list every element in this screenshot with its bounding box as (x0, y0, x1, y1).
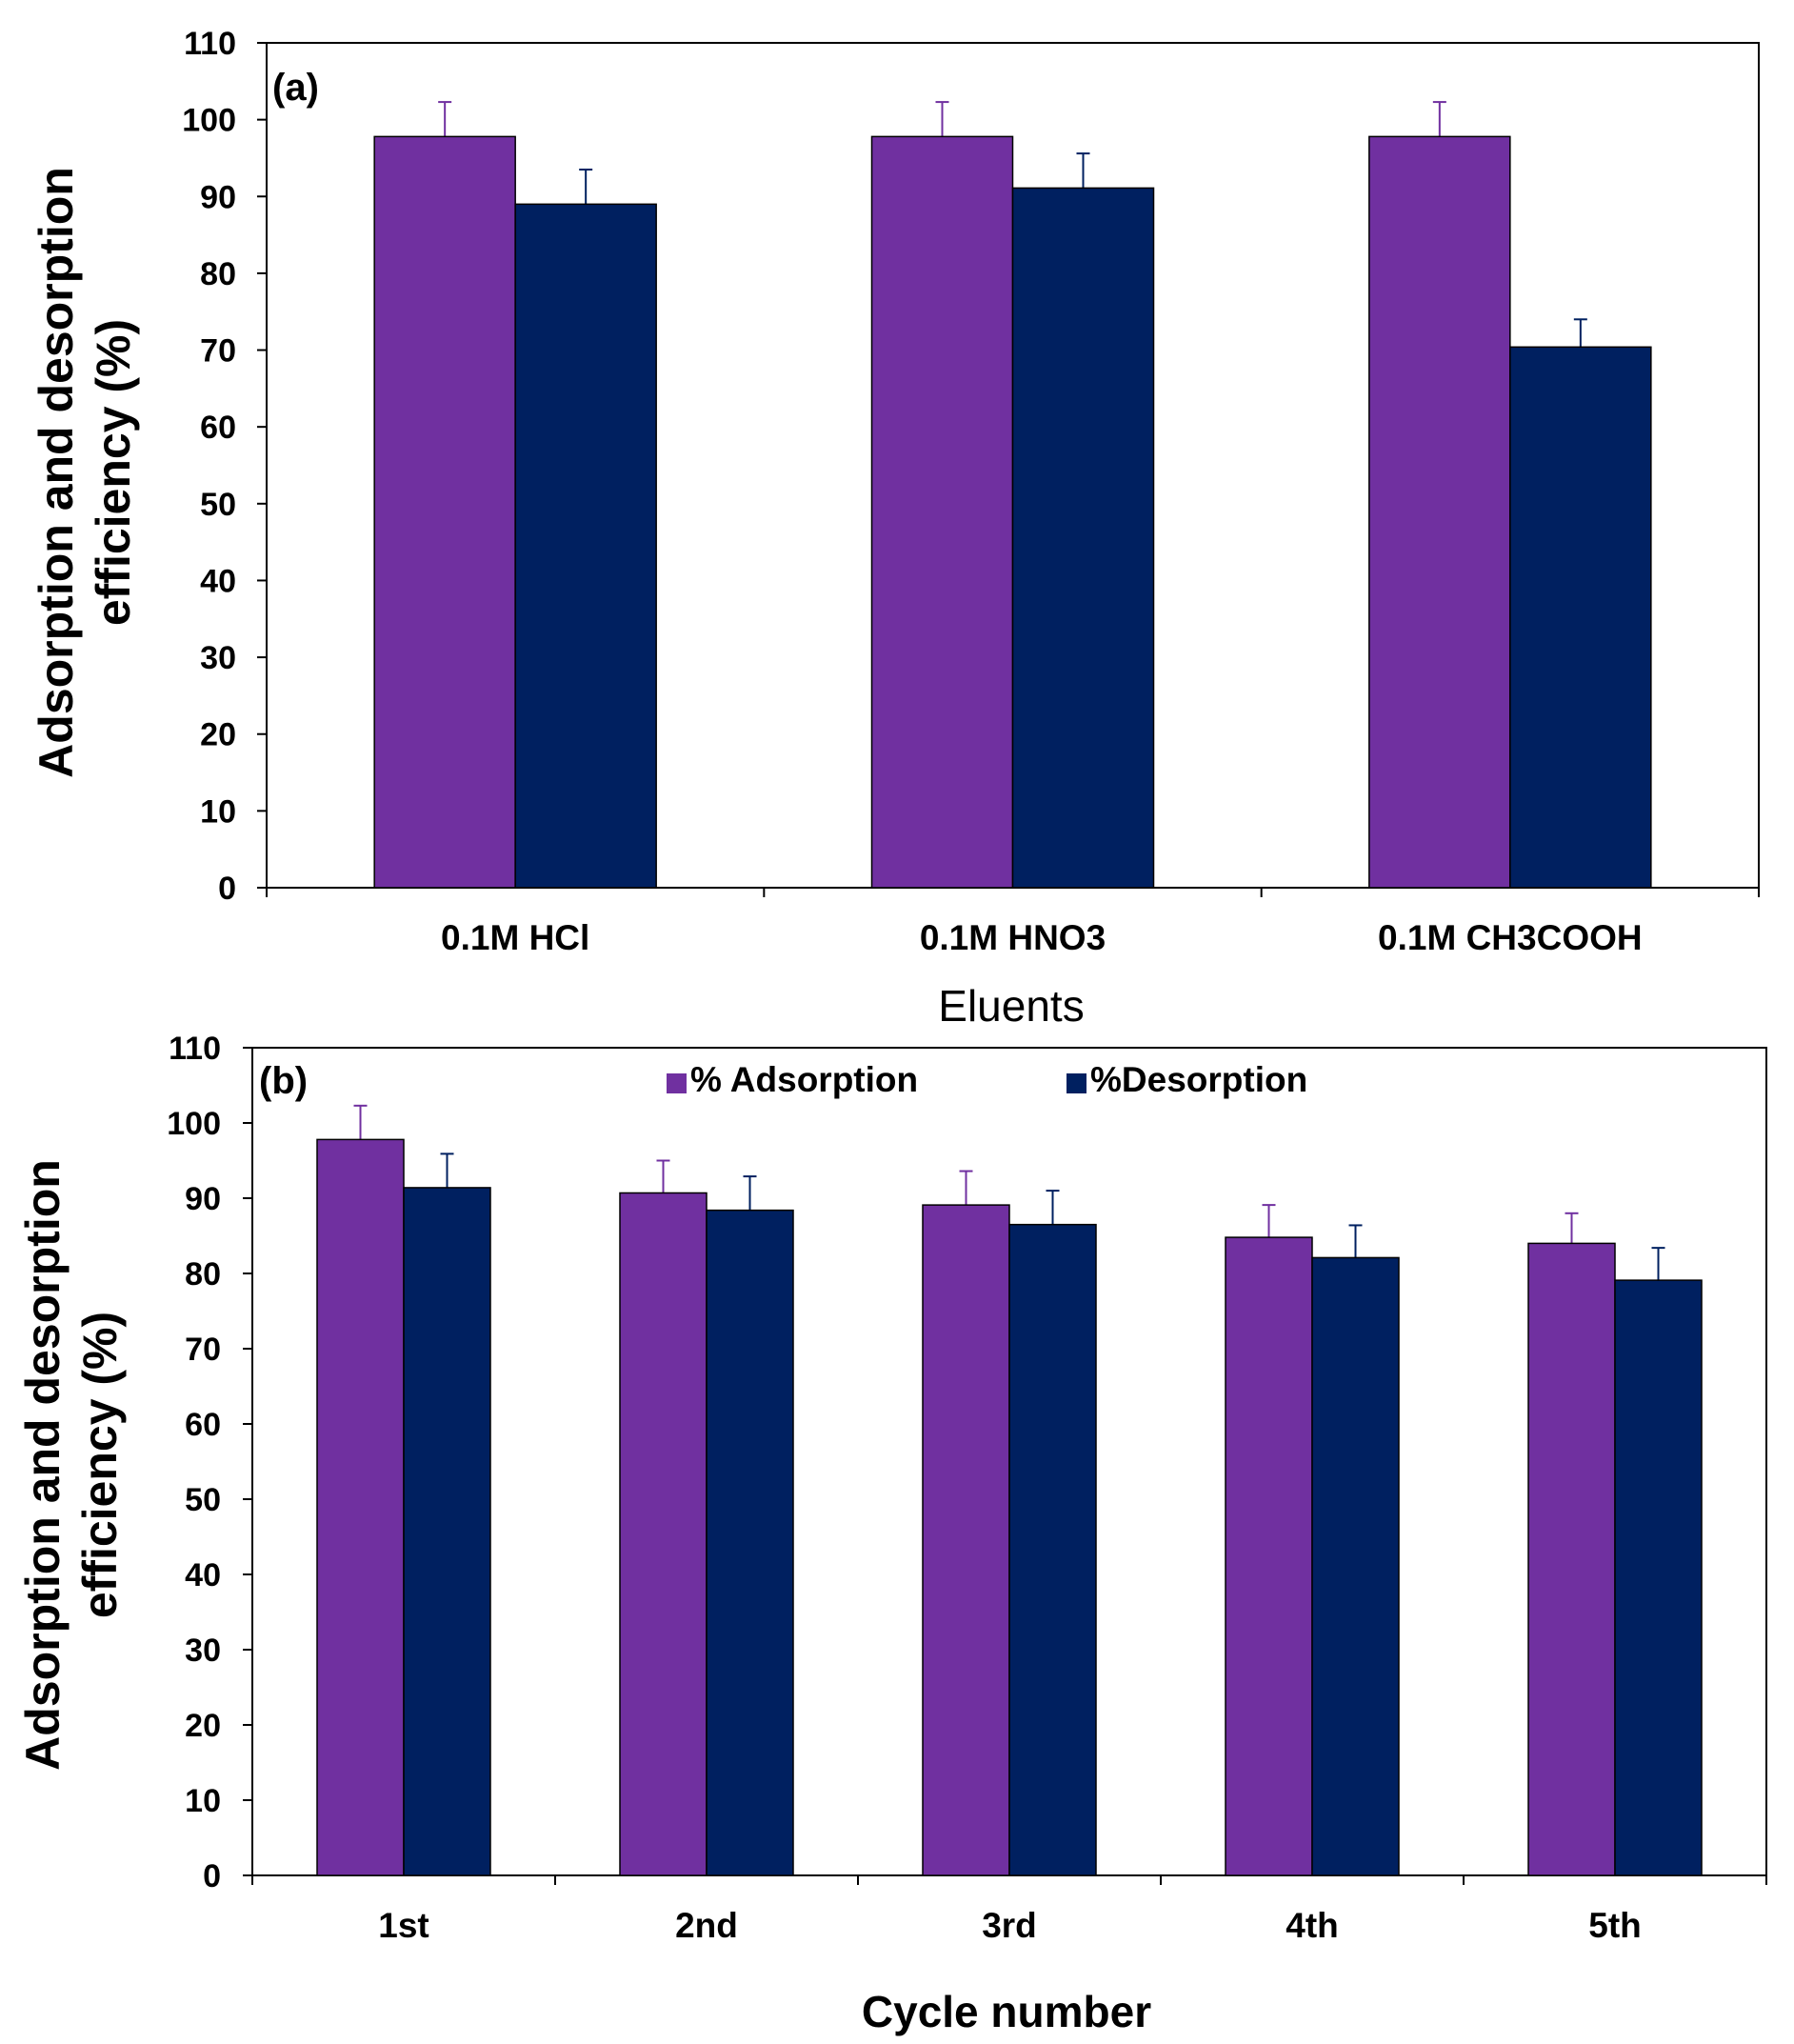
y-tick-label: 60 (185, 1407, 221, 1443)
y-tick-label: 70 (185, 1332, 221, 1368)
y-tick-label: 110 (169, 1031, 221, 1067)
panel-b-label: (b) (259, 1060, 308, 1102)
chart-marks-1: 0 10 20 30 40 50 60 70 80 90 100 110 1st 2nd 3rd 4th 5th (167, 1031, 1767, 1945)
y-tick-label: 80 (200, 256, 236, 292)
chart-panel-b: 0 10 20 30 40 50 60 70 80 90 100 110 1st 2nd 3rd 4th 5th… (16, 1031, 1767, 2036)
legend-swatch-adsorption (667, 1073, 687, 1093)
y-tick-label: 30 (200, 640, 236, 676)
y-tick-label: 20 (200, 717, 236, 753)
bar-adsorption (1225, 1236, 1313, 1876)
x-category-label: 0.1M CH3COOH (1378, 918, 1643, 957)
legend-label-adsorption: % Adsorption (690, 1060, 918, 1099)
panel-a-ylabel-line2: efficiency (%) (87, 319, 140, 626)
x-category-label: 5th (1588, 1906, 1642, 1945)
bar-desorption (1011, 187, 1155, 889)
chart-panel-a: 0 10 20 30 40 50 60 70 80 90 100 110 0.1M HCl 0.1M HN… (30, 26, 1760, 1031)
chart-legend: % Adsorption %Desorption (667, 1060, 1307, 1099)
bar-adsorption (870, 135, 1014, 889)
y-tick-label: 20 (185, 1708, 221, 1744)
y-tick-label: 0 (203, 1858, 221, 1894)
y-tick-label: 100 (182, 103, 236, 139)
bar-desorption (403, 1187, 491, 1876)
bar-adsorption (922, 1204, 1010, 1876)
y-tick-label: 40 (200, 563, 236, 599)
bar-desorption (1614, 1279, 1703, 1876)
y-tick-label: 60 (200, 410, 236, 446)
x-category-label: 1st (378, 1906, 429, 1945)
panel-b-xlabel: Cycle number (862, 1987, 1151, 2036)
panel-a-label: (a) (272, 67, 319, 109)
x-category-label: 3rd (982, 1906, 1037, 1945)
bar-adsorption (373, 135, 516, 889)
bar-desorption (1008, 1223, 1097, 1876)
y-tick-label: 80 (185, 1256, 221, 1293)
bar-adsorption (1368, 135, 1511, 889)
panel-a-xlabel: Eluents (938, 981, 1084, 1031)
y-tick-label: 100 (167, 1106, 221, 1142)
panel-b-ylabel-line1: Adsorption and desorption (16, 1159, 70, 1771)
x-category-label: 0.1M HCl (441, 918, 589, 957)
legend-swatch-desorption (1066, 1073, 1086, 1093)
y-tick-label: 0 (218, 871, 236, 907)
y-tick-label: 50 (185, 1482, 221, 1518)
y-tick-label: 30 (185, 1633, 221, 1669)
x-category-label: 4th (1286, 1906, 1339, 1945)
y-tick-label: 50 (200, 487, 236, 523)
x-category-label: 0.1M HNO3 (920, 918, 1106, 957)
y-tick-label: 70 (200, 333, 236, 370)
y-tick-label: 110 (184, 26, 236, 62)
bar-adsorption (316, 1138, 405, 1876)
y-tick-label: 10 (200, 793, 236, 830)
y-tick-label: 40 (185, 1557, 221, 1593)
bar-desorption (706, 1209, 794, 1876)
bar-adsorption (1527, 1242, 1616, 1876)
y-tick-label: 10 (185, 1783, 221, 1819)
bar-adsorption (619, 1192, 708, 1876)
chart-marks-0: 0 10 20 30 40 50 60 70 80 90 100 110 0.1M HCl 0.1M HN… (182, 26, 1760, 957)
bar-desorption (514, 203, 657, 889)
bar-desorption (1509, 346, 1652, 889)
y-tick-label: 90 (185, 1181, 221, 1217)
panel-a-ylabel-line1: Adsorption and desorption (30, 167, 83, 778)
y-tick-label: 90 (200, 179, 236, 215)
legend-label-desorption: %Desorption (1090, 1060, 1307, 1099)
bar-desorption (1311, 1256, 1400, 1876)
panel-b-ylabel-line2: efficiency (%) (73, 1312, 127, 1618)
x-category-label: 2nd (675, 1906, 738, 1945)
